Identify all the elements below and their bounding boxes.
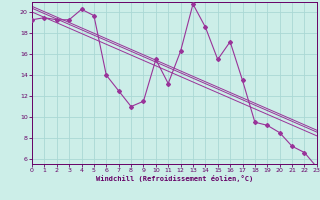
X-axis label: Windchill (Refroidissement éolien,°C): Windchill (Refroidissement éolien,°C): [96, 175, 253, 182]
